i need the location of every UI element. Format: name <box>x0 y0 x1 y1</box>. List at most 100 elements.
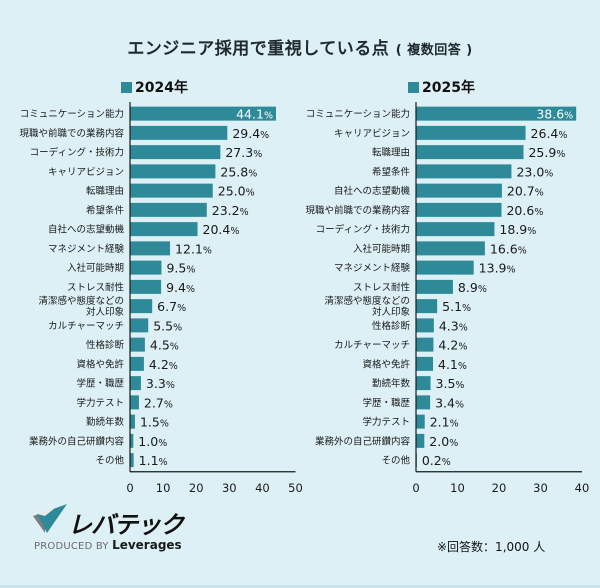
chart-2024-value-label: 1.1% <box>139 453 168 468</box>
chart-2025-category-label: 転職理由 <box>372 147 410 159</box>
chart-2025-category-label: コーディング・技術力 <box>316 224 410 236</box>
chart-2024-category-label: 入社可能時期 <box>67 262 124 274</box>
chart-2025-category-label: 希望条件 <box>372 166 411 178</box>
chart-2025-category-label: マネジメント経験 <box>334 262 411 274</box>
chart-2025-category-label: 勤続年数 <box>372 378 411 390</box>
chart-2024-value-label: 4.5% <box>150 338 179 353</box>
chart-2025-category-label: キャリアビジョン <box>334 128 410 139</box>
chart-2024-value-label: 25.0% <box>218 184 255 199</box>
chart-2025-category-label: 学力テスト <box>362 416 410 428</box>
chart-2024-value-label: 23.2% <box>212 203 249 218</box>
chart-2025-bar <box>416 356 434 371</box>
title-subtitle: ( 複数回答 ) <box>395 43 473 58</box>
chart-2025-value-label: 38.6% <box>536 107 573 122</box>
chart-2024-bar <box>130 125 228 140</box>
chart-2024-bar <box>130 318 149 333</box>
chart-2025-bar <box>416 145 524 160</box>
legend-2024: 2024年 <box>121 77 188 97</box>
chart-2024-category-label: コミュニケーション能力 <box>20 108 124 120</box>
chart-2025-bar <box>416 299 438 314</box>
chart-title: エンジニア採用で重視している点 ( 複数回答 ) <box>0 34 600 59</box>
legend-label-2024: 2024年 <box>135 80 188 96</box>
chart-2024-bar <box>130 106 276 121</box>
chart-2025-category-label: 対人印象 <box>372 306 411 318</box>
chart-2025-category-label: ストレス耐性 <box>353 281 411 293</box>
chart-2025-value-label: 3.4% <box>435 395 464 410</box>
chart-2024-value-label: 6.7% <box>157 299 186 314</box>
chart-2025-x-tick-label: 10 <box>450 481 465 495</box>
chart-2024-bar <box>130 260 162 275</box>
chart-2024-category-label: 学力テスト <box>76 397 124 409</box>
chart-2025-category-label: コミュニケーション能力 <box>306 108 410 120</box>
chart-2024-category-label: カルチャーマッチ <box>48 321 124 332</box>
chart-2024-bar <box>130 145 221 160</box>
chart-2024-bar <box>130 414 135 429</box>
chart-2025-bar <box>416 395 431 410</box>
chart-2025-value-label: 0.2% <box>422 453 451 468</box>
chart-2024-category-label: 転職理由 <box>86 185 124 197</box>
chart-2025-category-label: 学歴・職歴 <box>362 397 410 409</box>
chart-2025-value-label: 26.4% <box>531 126 568 141</box>
chart-2025-category-label: カルチャーマッチ <box>334 340 410 351</box>
chart-2025-value-label: 8.9% <box>458 280 487 295</box>
chart-2024-value-label: 3.3% <box>146 376 175 391</box>
chart-2025-x-tick-label: 0 <box>412 481 419 495</box>
title-main: エンジニア採用で重視している点 <box>127 39 390 59</box>
chart-2024-x-tick-label: 10 <box>156 481 171 495</box>
chart-2025-x-tick-label: 30 <box>533 481 548 495</box>
chart-2025-x-tick-label: 40 <box>575 481 590 495</box>
chart-2024-x-tick-label: 30 <box>222 481 237 495</box>
chart-2024-value-label: 1.0% <box>138 434 167 449</box>
chart-2024-value-label: 27.3% <box>225 145 262 160</box>
chart-2025-value-label: 23.0% <box>516 164 553 179</box>
chart-2024-category-label: 自社への志望動機 <box>48 224 125 236</box>
chart-2024-bar <box>130 433 134 448</box>
chart-2024-category-label: コーディング・技術力 <box>30 147 124 159</box>
chart-2024-value-label: 9.4% <box>166 280 195 295</box>
chart-2024-value-label: 9.5% <box>166 261 195 276</box>
chart-2025-bar <box>416 337 434 352</box>
chart-2024-value-label: 4.2% <box>149 357 178 372</box>
chart-2024-bar <box>130 299 153 314</box>
chart-2025-value-label: 20.7% <box>507 184 544 199</box>
chart-2024-value-label: 29.4% <box>232 126 269 141</box>
legend-2025: 2025年 <box>408 77 475 97</box>
chart-2025-bar <box>416 241 485 256</box>
chart-2025-value-label: 16.6% <box>490 241 527 256</box>
chart-2024-bar <box>130 279 162 294</box>
legend-label-2025: 2025年 <box>422 80 475 96</box>
chart-2024-category-label: 業務外の自己研鑽内容 <box>29 435 125 447</box>
chart-2025-category-label: 入社可能時期 <box>353 243 410 255</box>
chart-2025-category-label: 業務外の自己研鑽内容 <box>315 435 411 447</box>
chart-2024-bar <box>130 222 198 237</box>
levtech-logo-icon <box>33 504 67 533</box>
chart-2025-value-label: 18.9% <box>499 222 536 237</box>
chart-2024-category-label: 勤続年数 <box>86 416 125 428</box>
chart-2025-bar <box>416 318 434 333</box>
chart-2025-value-label: 20.6% <box>506 203 543 218</box>
chart-2025-bar <box>416 260 474 275</box>
legend-swatch-2024 <box>121 81 132 93</box>
legend-swatch-2025 <box>408 81 419 93</box>
bottom-divider <box>0 585 600 588</box>
chart-2025-bar <box>416 376 431 391</box>
chart-2024-category-label: 清潔感や態度などの <box>38 295 124 307</box>
chart-2025-value-label: 4.1% <box>438 357 467 372</box>
chart-2025-value-label: 25.9% <box>528 145 565 160</box>
chart-2025-value-label: 2.0% <box>429 434 458 449</box>
chart-2025-bar <box>416 222 495 237</box>
chart-2025-value-label: 13.9% <box>479 261 516 276</box>
chart-2024-category-label: マネジメント経験 <box>48 243 125 255</box>
chart-2024-x-tick-label: 40 <box>255 481 270 495</box>
chart-2025-bar <box>416 183 502 198</box>
chart-2025-bar <box>416 433 425 448</box>
chart-2024-category-label: キャリアビジョン <box>48 167 124 178</box>
chart-2025-value-label: 4.2% <box>438 338 467 353</box>
chart-2025-value-label: 5.1% <box>442 299 471 314</box>
chart-2024-bar <box>130 337 145 352</box>
chart-2024-category-label: 対人印象 <box>86 306 125 318</box>
brand-name: Leverages <box>112 538 182 552</box>
produced-by: PRODUCED BY Leverages <box>34 538 182 552</box>
chart-2024-category-label: 学歴・職歴 <box>76 378 124 390</box>
